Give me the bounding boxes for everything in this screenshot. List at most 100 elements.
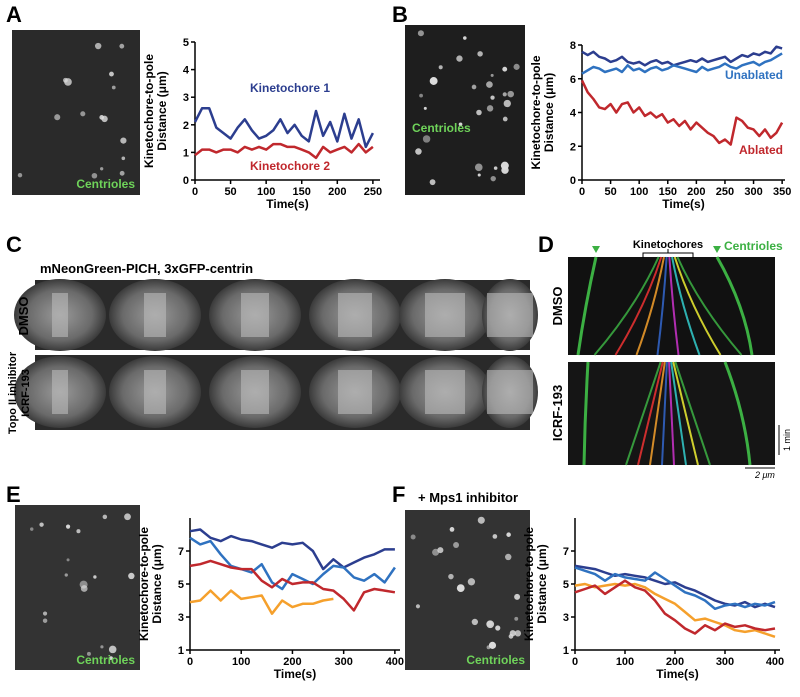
spot xyxy=(458,122,463,127)
decoration xyxy=(14,30,754,661)
y-axis-label: Kinetochore-to-pole xyxy=(522,527,536,641)
y-tick-label: 2 xyxy=(570,141,576,153)
scale-label: 1 min xyxy=(782,429,792,451)
y-tick-label: 7 xyxy=(563,546,569,558)
x-tick-label: 100 xyxy=(257,186,275,198)
chromatin xyxy=(338,370,372,414)
kymo-track xyxy=(635,256,665,356)
x-tick-label: 0 xyxy=(192,186,198,198)
centriole-track xyxy=(715,256,754,356)
spot xyxy=(495,625,501,631)
centriole-track xyxy=(723,361,752,466)
centriole-label: Centrioles xyxy=(724,239,783,253)
spot xyxy=(502,92,507,97)
spot xyxy=(453,542,460,548)
spot xyxy=(505,553,512,561)
x-axis-label: Time(s) xyxy=(266,197,308,211)
micrograph xyxy=(405,510,530,670)
chromatin xyxy=(241,293,269,337)
series-line xyxy=(574,582,776,638)
spot xyxy=(448,573,454,580)
spot xyxy=(500,161,509,170)
scale-label: 2 μm xyxy=(754,470,775,480)
spot xyxy=(17,172,23,178)
spot xyxy=(100,645,104,649)
y-tick-label: 5 xyxy=(183,37,189,49)
y-tick-label: 3 xyxy=(178,612,184,624)
spot xyxy=(111,85,116,90)
spot xyxy=(476,109,482,116)
x-tick-label: 250 xyxy=(364,186,382,198)
chromatin xyxy=(487,370,533,414)
spot xyxy=(437,547,444,554)
chromatin xyxy=(241,370,269,414)
y-axis-label: Kinetochore-to-pole xyxy=(137,527,151,641)
spot xyxy=(42,611,48,616)
spot xyxy=(79,580,88,589)
y-tick-label: 4 xyxy=(570,108,577,120)
spot xyxy=(42,618,48,623)
series-line xyxy=(189,589,334,615)
y-tick-label: 1 xyxy=(563,645,569,657)
chromatin xyxy=(52,370,68,414)
y-axis-label: Kinetochore-to-pole xyxy=(142,54,156,168)
kymograph xyxy=(568,257,775,355)
series-line xyxy=(189,528,395,571)
kymo-track xyxy=(676,256,743,356)
kymo-track xyxy=(672,361,699,466)
spot xyxy=(119,170,125,176)
kymo-track xyxy=(593,256,660,356)
series-line xyxy=(581,45,783,67)
series-line xyxy=(194,142,374,160)
series-line xyxy=(574,566,776,611)
series-line xyxy=(189,536,396,591)
x-tick-label: 300 xyxy=(716,656,734,668)
spot xyxy=(39,522,44,527)
x-tick-label: 300 xyxy=(334,656,352,668)
spot xyxy=(30,527,34,531)
spot xyxy=(456,584,465,593)
spot xyxy=(54,114,61,121)
x-tick-label: 0 xyxy=(187,656,193,668)
spot xyxy=(493,166,498,170)
chromatin xyxy=(144,293,166,337)
y-tick-label: 6 xyxy=(570,74,576,86)
y-tick-label: 1 xyxy=(178,645,184,657)
spot xyxy=(486,645,491,650)
image-label: Centrioles xyxy=(466,653,525,667)
spot xyxy=(503,99,511,108)
spot xyxy=(513,63,520,70)
spot xyxy=(91,172,98,179)
spot xyxy=(66,558,70,562)
chromatin xyxy=(338,293,372,337)
row-label: DMSO xyxy=(16,297,31,336)
spot xyxy=(490,175,496,182)
spot xyxy=(486,620,493,627)
kymo-track xyxy=(614,256,663,356)
kymo-track xyxy=(637,361,664,466)
x-tick-label: 50 xyxy=(224,186,236,198)
spot xyxy=(119,43,125,49)
panel-label: D xyxy=(538,232,554,257)
y-tick-label: 3 xyxy=(183,92,189,104)
spot xyxy=(514,593,521,600)
panel-label: F xyxy=(392,482,405,507)
chromatin xyxy=(144,370,166,414)
kymo-track xyxy=(668,361,675,466)
series-label: Ablated xyxy=(739,143,783,157)
spot xyxy=(128,572,135,580)
y-tick-label: 3 xyxy=(563,612,569,624)
spot xyxy=(471,84,477,90)
spot xyxy=(514,630,522,637)
spot xyxy=(94,42,102,50)
spot xyxy=(76,529,81,534)
spot xyxy=(429,179,436,186)
y-tick-label: 0 xyxy=(570,175,576,187)
x-tick-label: 100 xyxy=(616,656,634,668)
row-label: ICRF-193 xyxy=(550,385,565,441)
panel-label: B xyxy=(392,2,408,27)
x-tick-label: 300 xyxy=(744,186,762,198)
series-line xyxy=(189,559,396,612)
chromatin xyxy=(52,293,68,337)
